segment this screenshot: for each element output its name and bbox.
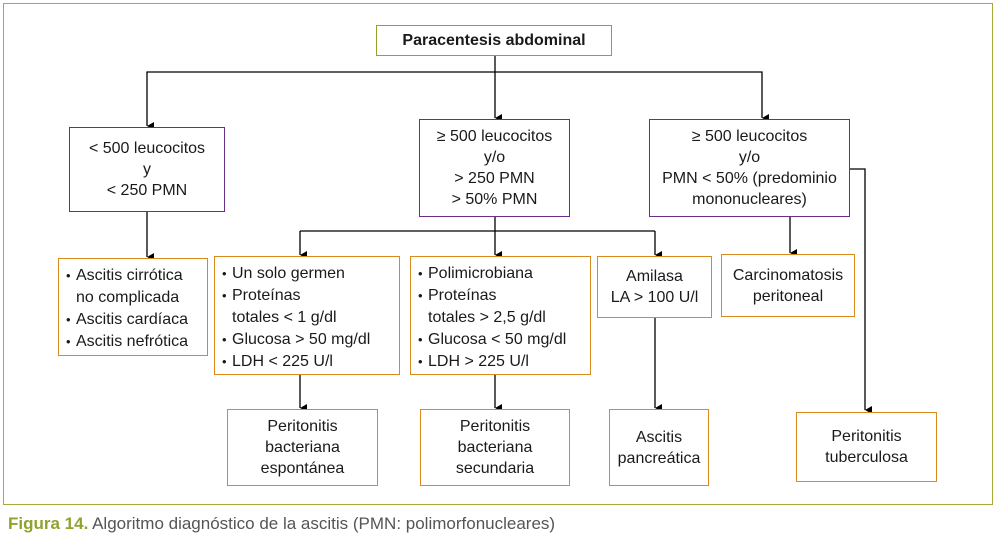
figure-number: Figura 14. — [8, 514, 89, 533]
criteria-spont-item-3: Glucosa > 50 mg/dl — [222, 329, 399, 351]
root-box: Paracentesis abdominal — [376, 25, 612, 56]
criteria-amylase-box: Amilasa LA > 100 U/l — [597, 256, 712, 318]
branch-middle-line-1: ≥ 500 leucocitos — [436, 128, 553, 145]
root-label: Paracentesis abdominal — [402, 32, 586, 49]
branch-right-box: ≥ 500 leucocitos y/o PMN < 50% (predomin… — [649, 119, 850, 217]
connector-root-to-left — [146, 71, 495, 130]
connector-root-to-right — [495, 71, 769, 122]
diagnosis-spont-line-3: espontánea — [260, 460, 345, 477]
diagnosis-spont-line-2: bacteriana — [265, 439, 340, 456]
criteria-second-item-2-cont: totales > 2,5 g/dl — [428, 309, 546, 326]
criteria-carcino-line-2: peritoneal — [752, 287, 824, 305]
diagnosis-pancr-box: Ascitis pancreática — [609, 409, 709, 486]
figure-caption: Figura 14. Algoritmo diagnóstico de la a… — [8, 514, 555, 534]
criteria-left-item-1: Ascitis cirrótica — [66, 265, 207, 287]
branch-left-line-2: y — [143, 161, 151, 178]
diagnosis-second-box: Peritonitis bacteriana secundaria — [420, 409, 570, 486]
criteria-second-item-4: LDH > 225 U/l — [418, 351, 590, 373]
diagnosis-tuber-line-1: Peritonitis — [831, 428, 902, 445]
branch-middle-line-2: y/o — [483, 149, 506, 166]
criteria-carcino-line-1: Carcinomatosis — [732, 266, 844, 284]
branch-left-line-1: < 500 leucocitos — [88, 140, 206, 157]
diagnosis-spont-box: Peritonitis bacteriana espontánea — [227, 409, 378, 486]
diagnosis-tuber-line-2: tuberculosa — [825, 449, 908, 466]
criteria-spont-item-2-cont: totales < 1 g/dl — [232, 309, 337, 326]
criteria-carcino-box: Carcinomatosis peritoneal — [721, 254, 855, 317]
criteria-spont-item-4: LDH < 225 U/l — [222, 351, 399, 373]
diagnosis-spont-line-1: Peritonitis — [267, 418, 338, 435]
diagnosis-second-line-2: bacteriana — [457, 439, 533, 456]
criteria-second-item-1: Polimicrobiana — [418, 263, 590, 285]
criteria-amylase-line-1: Amilasa — [626, 268, 683, 285]
branch-right-line-4: mononucleares) — [692, 191, 807, 208]
connector-right-to-tuber — [849, 168, 872, 414]
diagnosis-tuber-box: Peritonitis tuberculosa — [796, 412, 937, 482]
criteria-left-item-1-cont: no complicada — [76, 289, 180, 306]
criteria-spont-item-1: Un solo germen — [222, 263, 399, 285]
branch-right-line-2: y/o — [738, 149, 761, 166]
branch-middle-line-4: > 50% PMN — [451, 191, 538, 208]
criteria-left-item-2: Ascitis cardíaca — [66, 309, 207, 331]
criteria-left-box: Ascitis cirrótica no complicada Ascitis … — [58, 258, 208, 356]
caption-text: Algoritmo diagnóstico de la ascitis (PMN… — [88, 514, 556, 533]
diagnosis-second-line-3: secundaria — [455, 460, 535, 477]
branch-middle-box: ≥ 500 leucocitos y/o > 250 PMN > 50% PMN — [419, 119, 570, 217]
criteria-second-box: Polimicrobiana Proteínas totales > 2,5 g… — [410, 256, 591, 375]
diagnosis-pancr-line-2: pancreática — [617, 449, 701, 467]
branch-left-box: < 500 leucocitos y < 250 PMN — [69, 127, 225, 212]
branch-right-line-3: PMN < 50% (predominio — [662, 170, 837, 187]
branch-middle-line-3: > 250 PMN — [454, 170, 535, 187]
branch-left-line-3: < 250 PMN — [106, 182, 188, 199]
criteria-spont-item-2: Proteínas — [222, 285, 399, 307]
branch-right-line-1: ≥ 500 leucocitos — [691, 128, 808, 145]
criteria-second-item-3: Glucosa < 50 mg/dl — [418, 329, 590, 351]
criteria-second-item-2: Proteínas — [418, 285, 590, 307]
criteria-amylase-line-2: LA > 100 U/l — [610, 289, 699, 306]
figure-frame — [3, 3, 993, 505]
diagnosis-second-line-1: Peritonitis — [459, 418, 531, 435]
criteria-left-item-3: Ascitis nefrótica — [66, 331, 207, 353]
diagnosis-pancr-line-1: Ascitis — [635, 428, 683, 446]
criteria-spont-box: Un solo germen Proteínas totales < 1 g/d… — [214, 256, 400, 375]
